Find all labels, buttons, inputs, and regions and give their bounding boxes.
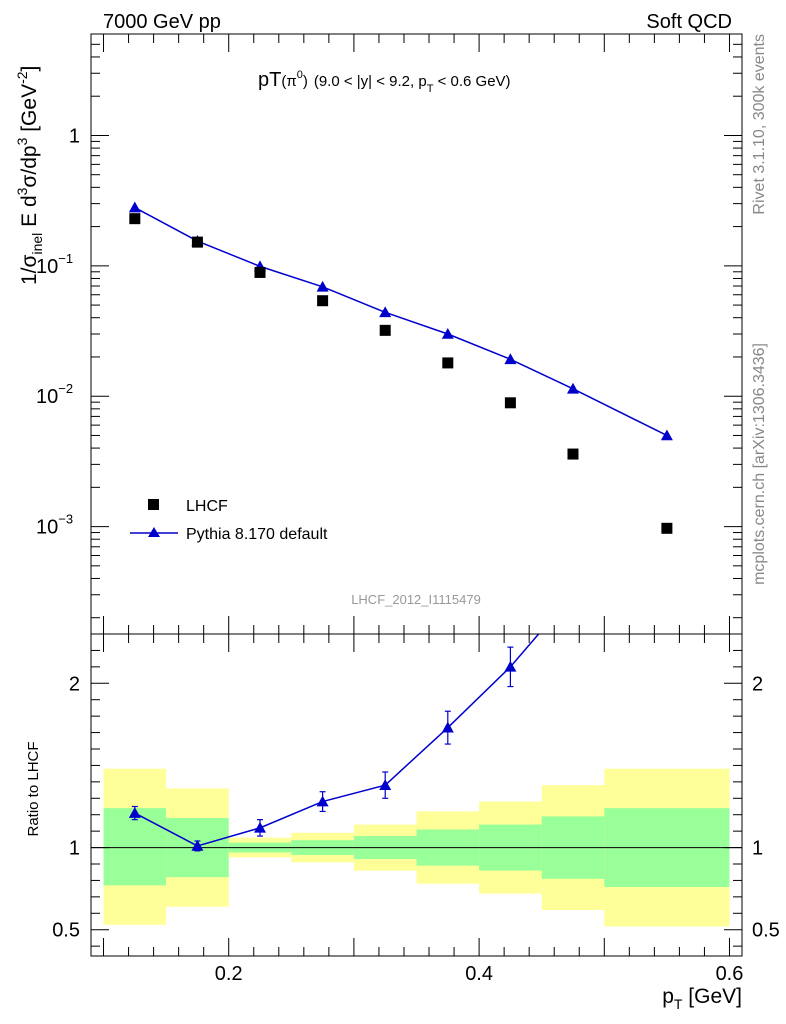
ylabel-part-6: 3 xyxy=(14,137,30,145)
legend-marker-pythia xyxy=(148,527,160,537)
main-y-axis-label: 1/σinel E d3σ/dp3 [GeV-2] xyxy=(14,66,45,285)
mc-point-5 xyxy=(441,328,454,339)
ylabel-part-4: 3 xyxy=(14,187,30,195)
ylabel-part-8: -2 xyxy=(14,71,30,84)
mc-point-4 xyxy=(379,306,392,318)
ratio-ytick-label-left-0: 0.5 xyxy=(52,920,80,942)
mc-point-7 xyxy=(566,382,579,394)
data-point-8 xyxy=(661,522,673,534)
data-point-0 xyxy=(129,213,141,225)
ratio-panel-border xyxy=(90,633,743,957)
ylabel-part-1: 1/σ xyxy=(18,254,41,285)
data-point-7 xyxy=(567,448,579,460)
ratio-axis-ticks: 0.2 0.4 0.6 0.5 0.5 1 1 2 2 xyxy=(52,634,780,985)
ratio-point-6 xyxy=(504,660,517,672)
side-label-bottom: mcplots.cern.ch [arXiv:1306.3436] xyxy=(751,343,768,585)
legend: LHCF Pythia 8.170 default xyxy=(130,498,328,543)
title-range: (9.0 < |y| < 9.2, p xyxy=(314,73,427,90)
mc-point-3 xyxy=(316,280,329,292)
main-ytick-label-exp-2: −2 xyxy=(58,381,73,396)
legend-marker-lhcf xyxy=(148,499,159,510)
main-panel-frame xyxy=(90,33,743,635)
main-ytick-label-base-3: 10 xyxy=(36,517,58,539)
main-axis-ticks: 110−110−210−3 xyxy=(36,33,742,634)
main-ytick-label-3: 10−3 xyxy=(36,512,73,539)
main-ytick-label-2: 10−2 xyxy=(36,381,73,408)
data-point-4 xyxy=(379,324,391,336)
mc-point-6 xyxy=(504,353,517,365)
title-particle-close: ) xyxy=(303,73,308,90)
main-ytick-label-exp-1: −1 xyxy=(58,251,73,266)
ratio-ytick-label-right-1: 1 xyxy=(752,838,763,860)
data-point-2 xyxy=(254,266,266,278)
main-ytick-label-exp-3: −3 xyxy=(58,512,73,527)
title-particle: (π xyxy=(281,73,296,90)
ylabel-part-3: E d xyxy=(18,195,41,232)
ratio-ytick-label-right-2: 2 xyxy=(752,673,763,695)
main-series xyxy=(128,201,673,534)
ratio-point-4 xyxy=(379,779,392,790)
title-main: pT xyxy=(258,69,281,91)
ylabel-part-7: [GeV xyxy=(18,84,41,138)
xlabel-sub: T xyxy=(674,996,683,1012)
ratio-point-1 xyxy=(191,839,204,851)
ratio-xtick-label-2: 0.6 xyxy=(716,963,744,985)
data-point-5 xyxy=(442,357,454,369)
main-ytick-label-base-2: 10 xyxy=(36,386,58,408)
side-label-top: Rivet 3.1.10, 300k events xyxy=(751,34,768,215)
ratio-point-3 xyxy=(316,795,329,807)
title-range-end: < 0.6 GeV) xyxy=(433,73,510,90)
data-point-3 xyxy=(317,295,329,307)
mc-point-8 xyxy=(660,429,673,441)
ratio-y-axis-label: Ratio to LHCF xyxy=(25,741,42,836)
legend-label-pythia: Pythia 8.170 default xyxy=(186,526,328,543)
ratio-point-0 xyxy=(128,807,141,818)
xlabel-unit: [GeV] xyxy=(682,985,742,1008)
ratio-ytick-label-left-1: 1 xyxy=(69,838,80,860)
data-point-6 xyxy=(504,397,516,409)
main-ytick-label-1: 10−1 xyxy=(36,251,73,278)
ylabel-part-5: σ/dp xyxy=(18,145,41,187)
mc-point-0 xyxy=(128,201,141,213)
header-right: Soft QCD xyxy=(646,11,732,33)
main-ytick-label-base-0: 1 xyxy=(69,125,80,147)
ylabel-part-2: inel xyxy=(29,233,45,255)
main-ytick-label-0: 1 xyxy=(69,125,80,147)
main-title: pT(π0) (9.0 < |y| < 9.2, pT < 0.6 GeV) xyxy=(258,69,511,95)
ratio-ytick-label-right-0: 0.5 xyxy=(752,920,780,942)
title-range-sub: T xyxy=(427,83,434,95)
main-y-axis-label-text: 1/σinel E d3σ/dp3 [GeV-2] xyxy=(14,66,45,285)
analysis-watermark: LHCF_2012_I1115479 xyxy=(351,592,481,607)
title-particle-sup: 0 xyxy=(297,69,303,81)
ratio-xtick-label-1: 0.4 xyxy=(465,963,493,985)
band-inner-0 xyxy=(103,808,167,886)
x-axis-label: pT [GeV] xyxy=(662,985,742,1012)
xlabel-p: p xyxy=(662,985,674,1008)
ratio-xtick-label-0: 0.2 xyxy=(215,963,243,985)
ratio-ytick-label-left-2: 2 xyxy=(69,673,80,695)
legend-label-lhcf: LHCF xyxy=(186,498,228,515)
ratio-series xyxy=(128,634,540,852)
ratio-point-2 xyxy=(254,821,267,833)
ylabel-part-9: ] xyxy=(18,66,41,72)
main-ytick-label-base-1: 10 xyxy=(36,256,58,278)
data-point-1 xyxy=(191,236,203,248)
header-left: 7000 GeV pp xyxy=(103,11,221,33)
ratio-point-5 xyxy=(441,721,454,733)
